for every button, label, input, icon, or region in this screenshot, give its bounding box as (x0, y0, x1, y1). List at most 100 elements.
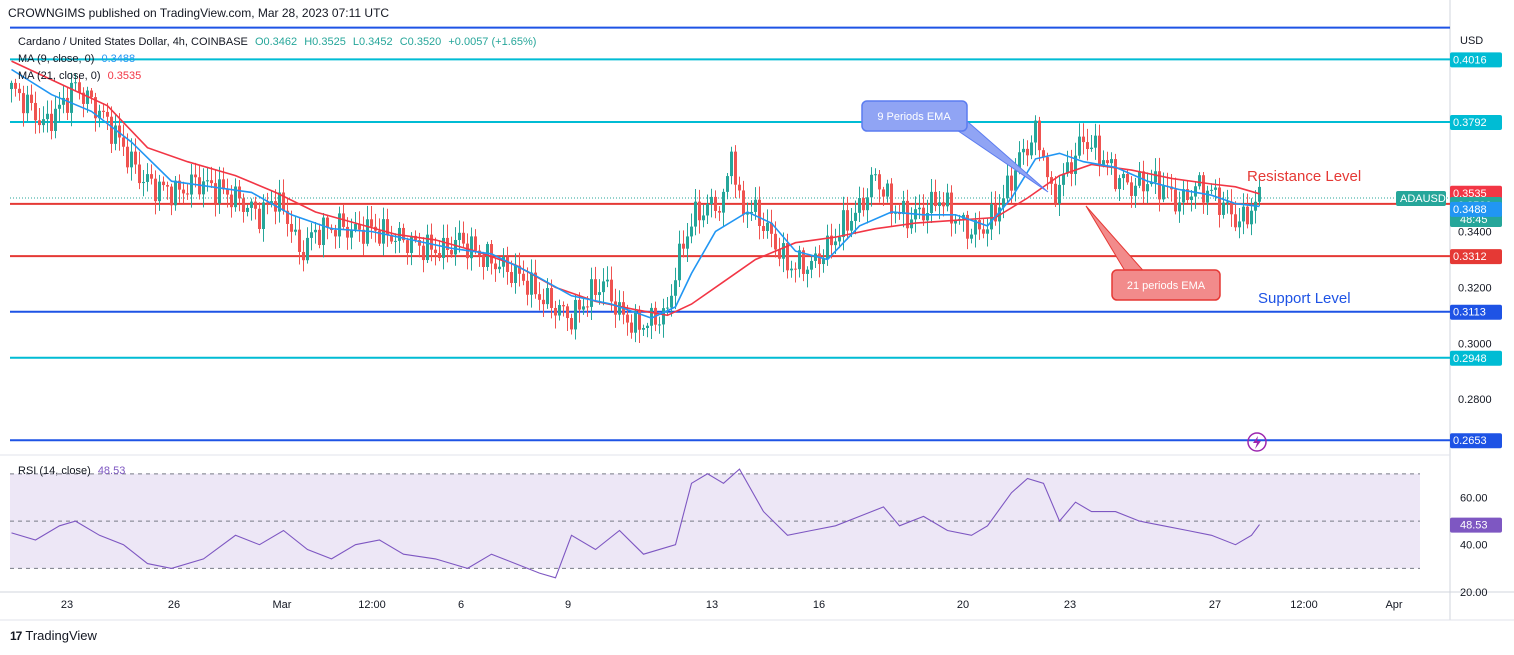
candle-body (758, 199, 761, 227)
candle (946, 183, 949, 212)
candle-body (218, 179, 221, 204)
candle-body (778, 249, 781, 259)
candle (1082, 123, 1085, 155)
candle (98, 104, 101, 128)
candle (614, 288, 617, 328)
candle-body (658, 324, 661, 326)
candle (94, 92, 97, 132)
candle-body (754, 199, 757, 212)
candle (1246, 193, 1249, 229)
candle-body (618, 302, 621, 315)
candle-body (34, 102, 37, 121)
level-badge-bg (1450, 52, 1502, 68)
candle (1074, 142, 1077, 186)
candle (354, 211, 357, 233)
candle-body (702, 215, 705, 221)
candle (350, 218, 353, 250)
candle-body (1182, 189, 1185, 203)
candle-body (570, 318, 573, 330)
candle-body (22, 93, 25, 114)
candle (910, 207, 913, 234)
candle (338, 206, 341, 248)
candle (46, 100, 49, 133)
candle-body (870, 174, 873, 198)
candle (858, 186, 861, 222)
candle-body (14, 82, 17, 89)
candle (990, 191, 993, 241)
candle-body (906, 200, 909, 229)
candle (674, 267, 677, 310)
candle-body (1018, 152, 1021, 171)
candle-body (206, 180, 209, 182)
candle (110, 106, 113, 153)
candle-body (1218, 187, 1221, 215)
candle-body (1106, 160, 1109, 164)
ema21-callout: 21 periods EMA (1085, 205, 1221, 301)
ma9-legend[interactable]: MA (9, close, 0) 0.3488 (18, 53, 135, 65)
candle (810, 255, 813, 279)
candle (502, 248, 505, 278)
tradingview-brand[interactable]: 17 TradingView (10, 628, 97, 643)
candle (834, 228, 837, 254)
candle-body (1130, 182, 1133, 196)
x-tick-label: 26 (168, 599, 180, 611)
ma21-legend-value: 0.3535 (107, 70, 142, 82)
candle-body (1034, 120, 1037, 143)
candle-body (678, 243, 681, 281)
candle-body (1250, 210, 1253, 225)
candle-body (82, 92, 85, 104)
candle (30, 84, 33, 111)
candle-body (774, 233, 777, 250)
ma21-legend[interactable]: MA (21, close, 0) 0.3535 (18, 70, 141, 82)
candle-body (174, 180, 177, 206)
candle-body (458, 232, 461, 241)
candle (994, 191, 997, 226)
ma9-line (11, 68, 1260, 319)
candle-body (410, 235, 413, 253)
candle-body (1042, 150, 1045, 158)
candle (254, 196, 257, 220)
candle (962, 212, 965, 232)
candle (818, 245, 821, 278)
tradingview-logo: 17 (10, 628, 22, 643)
candle (718, 206, 721, 221)
candle-body (78, 82, 81, 93)
candle (954, 214, 957, 234)
symbol-legend[interactable]: Cardano / United States Dollar, 4h, COIN… (18, 36, 536, 48)
symbol-badge-bg (1396, 190, 1446, 206)
candle-body (326, 217, 329, 228)
candle (598, 279, 601, 305)
level-badge-bg (1450, 249, 1502, 265)
candle-body (178, 180, 181, 190)
candle (582, 297, 585, 315)
candle (730, 146, 733, 185)
publisher-line: CROWNGIMS published on TradingView.com, … (8, 6, 390, 20)
support-label: Support Level (1258, 290, 1351, 307)
candle (530, 259, 533, 308)
candle-body (862, 198, 865, 211)
candle-body (118, 125, 121, 138)
candle (66, 86, 69, 120)
candle-body (1058, 184, 1061, 204)
candle (1086, 128, 1089, 161)
candle (346, 217, 349, 250)
candle (298, 217, 301, 265)
candle (646, 322, 649, 338)
rsi-legend[interactable]: RSI (14, close) 48.53 (18, 465, 125, 477)
level-badge: 0.3792 (1450, 115, 1502, 131)
candle-body (1194, 186, 1197, 197)
candle-body (882, 189, 885, 197)
lightning-icon[interactable] (1247, 432, 1267, 452)
candle-body (966, 214, 969, 239)
candle-body (986, 229, 989, 234)
candle-body (1178, 202, 1181, 212)
candle (618, 290, 621, 321)
ohlc-close: C0.3520 (399, 36, 442, 48)
candle (278, 179, 281, 223)
x-tick-label: 12:00 (1290, 599, 1318, 611)
candle (10, 80, 13, 103)
candle-body (1066, 162, 1069, 174)
candle (1090, 134, 1093, 152)
candle (14, 78, 17, 97)
